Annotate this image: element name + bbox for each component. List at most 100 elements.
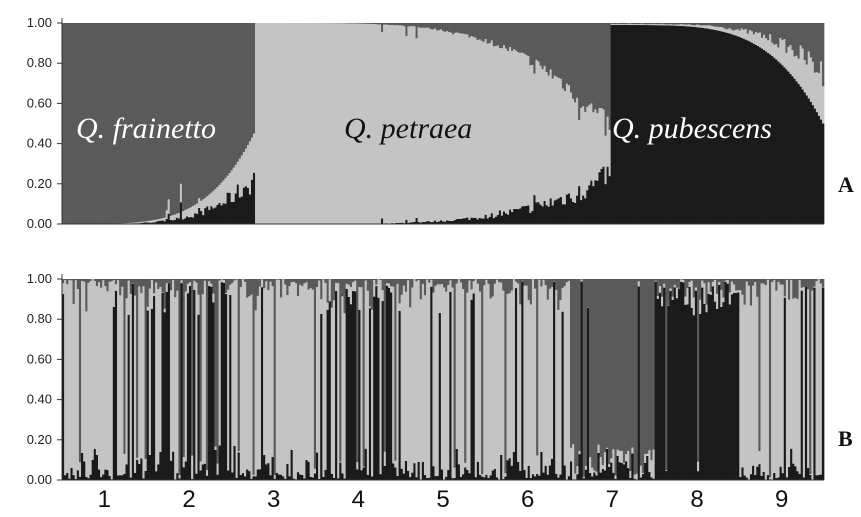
panel-a-y-tick-label: 0.60	[27, 95, 52, 110]
panel-b-bar-pubescens	[699, 313, 702, 480]
panel-a-bar-petraea	[484, 39, 488, 215]
panel-b-bar-frainetto	[697, 279, 700, 462]
panel-b-bar-frainetto	[373, 279, 376, 280]
panel-a-bar-petraea	[287, 23, 290, 224]
panel-b-bar-pubescens	[703, 303, 706, 480]
panel-a-bar-petraea	[454, 32, 457, 220]
panel-a-bar-petraea	[498, 47, 502, 211]
panel-b-bar-frainetto	[521, 279, 524, 281]
panel-b-bar-petraea	[527, 299, 531, 466]
panel-b-bar-pubescens	[106, 469, 109, 480]
panel-b-bar-pubescens	[451, 478, 454, 480]
panel-b-bar-pubescens	[246, 469, 249, 480]
panel-b-bar-petraea	[398, 303, 402, 311]
panel-b-bar-frainetto	[686, 279, 689, 289]
panel-a-bar-petraea	[322, 23, 325, 224]
panel-b-bar-petraea	[246, 297, 249, 470]
panel-a-bar-pubescens	[803, 92, 807, 224]
panel-b-bar-petraea	[387, 283, 391, 288]
panel-b-bar-frainetto	[229, 279, 232, 285]
panel-a-bar-frainetto	[423, 23, 427, 28]
panel-b-bar-pubescens	[271, 456, 275, 480]
panel-b-bar-frainetto	[718, 279, 721, 282]
panel-b-bar-pubescens	[411, 472, 414, 480]
panel-a-bar-petraea	[340, 23, 343, 224]
panel-a-bar-frainetto	[210, 23, 213, 193]
panel-a-bar-petraea	[307, 23, 311, 224]
panel-a-bar-pubescens	[793, 78, 796, 224]
population-label-8: 8	[690, 486, 703, 513]
panel-b-bar-pubescens	[582, 478, 586, 480]
panel-b-bar-frainetto	[197, 279, 200, 295]
panel-b-bar-pubescens	[231, 472, 234, 480]
population-label-3: 3	[267, 486, 280, 513]
panel-a-bar-pubescens	[797, 83, 800, 224]
panel-b-bar-petraea	[269, 281, 272, 476]
panel-b-bar-frainetto	[72, 279, 76, 305]
panel-b-bar-petraea	[741, 294, 744, 468]
panel-a-bar-frainetto	[541, 23, 544, 70]
panel-b-bar-frainetto	[462, 279, 465, 290]
panel-b-bar-pubescens	[322, 476, 325, 480]
panel-a-bar-petraea	[614, 24, 618, 26]
panel-a-bar-pubescens	[472, 217, 475, 224]
panel-b-bar-petraea	[392, 286, 395, 464]
panel-a-bar-petraea	[161, 218, 164, 221]
panel-b-bar-pubescens	[301, 475, 304, 480]
panel-b-bar-pubescens	[311, 477, 315, 480]
panel-b-bar-pubescens	[121, 475, 124, 480]
panel-a-bar-petraea	[657, 24, 660, 26]
panel-a-bar-pubescens	[196, 213, 199, 224]
panel-a-bar-pubescens	[415, 217, 418, 224]
panel-b-bar-petraea	[629, 471, 632, 478]
panel-b-bar-frainetto	[675, 279, 679, 288]
panel-a-bar-petraea	[724, 28, 727, 33]
panel-b-bar-pubescens	[540, 451, 543, 480]
panel-a-bar-pubescens	[145, 222, 148, 224]
panel-b-bar-petraea	[561, 288, 564, 312]
panel-b-bar-petraea	[589, 457, 592, 473]
panel-a-bar-frainetto	[389, 23, 392, 26]
panel-b-bar-petraea	[548, 288, 552, 466]
panel-b-bar-petraea	[364, 280, 368, 449]
panel-b-bar-pubescens	[813, 287, 816, 480]
panel-a-bar-petraea	[381, 31, 384, 219]
panel-b-bar-petraea	[817, 279, 821, 476]
panel-b-bar-petraea	[531, 279, 535, 475]
panel-b-bar-frainetto	[385, 279, 389, 284]
panel-b-bar-pubescens	[358, 309, 361, 480]
panel-b-bar-petraea	[140, 293, 143, 459]
panel-a-bar-petraea	[358, 23, 362, 224]
panel-a-bar-petraea	[582, 106, 585, 196]
panel-b-bar-frainetto	[195, 279, 198, 283]
panel-b-bar-petraea	[555, 289, 558, 474]
panel-b-bar-pubescens	[421, 461, 425, 480]
panel-a-bar-petraea	[403, 26, 406, 224]
panel-a-bar-petraea	[411, 26, 414, 223]
panel-a-bar-petraea	[643, 24, 646, 26]
panel-b-bar-pubescens	[512, 451, 516, 480]
panel-b-bar-frainetto	[301, 279, 304, 287]
panel-b-bar-frainetto	[699, 279, 702, 300]
panel-a-bar-pubescens	[673, 25, 677, 225]
panel-b-bar-pubescens	[730, 294, 734, 480]
panel-a-bar-pubescens	[626, 25, 630, 225]
panel-b-bar-petraea	[381, 290, 385, 302]
panel-a-bar-pubescens	[702, 27, 705, 225]
panel-a-bar-petraea	[602, 109, 605, 167]
panel-b-bar-frainetto	[140, 279, 143, 294]
panel-a-bar-petraea	[752, 34, 756, 44]
panel-a-bar-petraea	[171, 215, 175, 221]
panel-a-bar-pubescens	[167, 213, 171, 224]
panel-a-bar-petraea	[141, 221, 144, 223]
panel-b-bar-petraea	[768, 477, 772, 480]
panel-b-bar-frainetto	[407, 279, 410, 281]
panel-b-bar-frainetto	[794, 279, 797, 298]
panel-b-bar-frainetto	[730, 279, 734, 282]
panel-b-bar-frainetto	[451, 279, 454, 288]
panel-a-bar-frainetto	[781, 23, 784, 41]
panel-a-bar-frainetto	[531, 23, 534, 65]
panel-b-bar-petraea	[430, 279, 433, 287]
panel-b-bar-frainetto	[563, 279, 567, 287]
panel-b-bar-pubescens	[726, 283, 730, 480]
